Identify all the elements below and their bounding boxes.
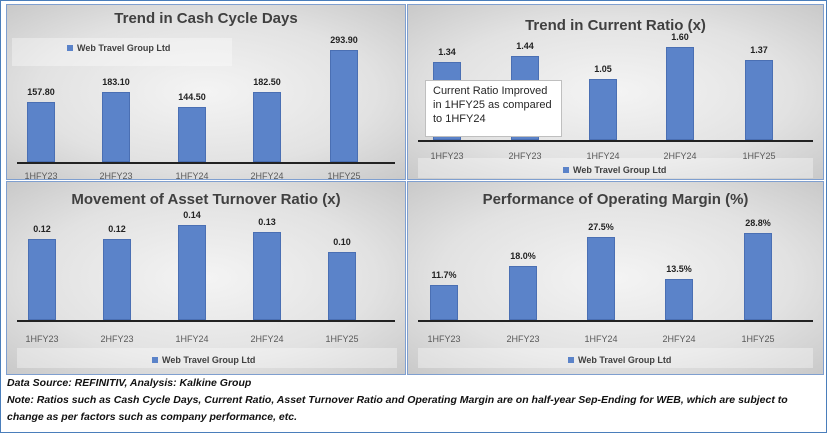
data-label: 0.13 — [258, 216, 276, 227]
data-label: 183.10 — [102, 77, 130, 88]
bar-1hfy24 — [178, 106, 206, 162]
data-label: 18.0% — [510, 250, 536, 261]
bar-1hfy25 — [330, 50, 358, 162]
data-label: 11.7% — [431, 269, 457, 280]
legend: Web Travel Group Ltd — [568, 355, 671, 365]
bar-2hfy23 — [509, 265, 537, 320]
legend-background — [17, 348, 397, 368]
bar-2hfy23 — [102, 92, 130, 162]
legend-swatch — [563, 167, 569, 173]
data-label: 27.5% — [588, 221, 614, 232]
data-label: 1.60 — [671, 32, 689, 42]
x-tick-label: 2HFY24 — [250, 334, 284, 344]
x-tick-label: 1HFY25 — [327, 171, 361, 181]
legend-label: Web Travel Group Ltd — [578, 355, 672, 365]
x-tick-label: 2HFY23 — [508, 151, 542, 161]
data-source: Data Source: REFINITIV, Analysis: Kalkin… — [7, 377, 252, 389]
x-tick-label: 1HFY24 — [584, 334, 618, 344]
data-label: 1.34 — [438, 47, 456, 58]
x-tick-label: 1HFY23 — [25, 334, 59, 344]
bar-1hfy25 — [328, 252, 356, 320]
data-label: 0.10 — [333, 237, 351, 248]
legend-label: Web Travel Group Ltd — [162, 355, 256, 365]
bar-2hfy24 — [253, 231, 281, 320]
x-tick-label: 1HFY25 — [741, 334, 775, 344]
bar-1hfy24 — [589, 78, 617, 140]
note-line-2: change as per factors such as company pe… — [7, 411, 298, 423]
x-tick-label: 1HFY25 — [742, 151, 776, 161]
legend: Web Travel Group Ltd — [67, 43, 170, 53]
data-label: 182.50 — [253, 77, 281, 88]
x-tick-label: 2HFY24 — [663, 151, 697, 161]
data-label: 1.44 — [516, 41, 534, 52]
x-tick-label: 2HFY23 — [100, 334, 134, 344]
x-tick-label: 1HFY25 — [325, 334, 359, 344]
x-tick-label: 2HFY23 — [99, 171, 133, 181]
bar-1hfy25 — [744, 233, 772, 320]
x-tick-label: 1HFY23 — [430, 151, 464, 161]
data-label: 0.12 — [33, 223, 51, 234]
x-tick-label: 1HFY24 — [586, 151, 620, 161]
x-tick-label: 1HFY23 — [427, 334, 461, 344]
bar-2hfy24 — [253, 92, 281, 162]
bar-1hfy23 — [28, 238, 56, 320]
data-label: 1.05 — [594, 63, 612, 74]
x-tick-label: 1HFY23 — [24, 171, 58, 181]
legend-label: Web Travel Group Ltd — [77, 43, 171, 53]
current-ratio-chart: Trend in Current Ratio (x) Web Travel Gro… — [407, 4, 824, 180]
legend-background — [418, 158, 813, 178]
x-axis — [418, 320, 813, 322]
chart-title: Movement of Asset Turnover Ratio (x) — [71, 191, 341, 208]
bar-1hfy24 — [587, 236, 615, 320]
legend-background — [418, 348, 813, 368]
legend: Web Travel Group Ltd — [152, 355, 255, 365]
bar-1hfy23 — [430, 284, 458, 320]
data-label: 0.14 — [183, 210, 201, 220]
chart-title: Performance of Operating Margin (%) — [482, 191, 749, 208]
legend: Web Travel Group Ltd — [563, 165, 666, 175]
x-tick-label: 2HFY23 — [506, 334, 540, 344]
x-axis — [17, 162, 395, 164]
data-label: 28.8% — [745, 218, 771, 228]
x-tick-label: 1HFY24 — [175, 334, 209, 344]
legend-label: Web Travel Group Ltd — [573, 165, 667, 175]
bar-2hfy24 — [666, 47, 694, 140]
operating-margin-chart: Performance of Operating Margin (%) Web T… — [407, 181, 824, 375]
legend-swatch — [568, 357, 574, 363]
note-line-1: Note: Ratios such as Cash Cycle Days, Cu… — [7, 394, 788, 406]
legend-swatch — [67, 45, 73, 51]
chart-title: Trend in Current Ratio (x) — [525, 17, 706, 34]
x-axis — [418, 140, 813, 142]
bar-2hfy24 — [665, 279, 693, 320]
data-label: 293.90 — [330, 35, 358, 45]
bar-2hfy23 — [103, 238, 131, 320]
x-tick-label: 2HFY24 — [250, 171, 284, 181]
chart-title: Trend in Cash Cycle Days — [114, 10, 298, 27]
cash-cycle-chart: Trend in Cash Cycle Days Web Travel Group… — [6, 4, 406, 181]
data-label: 13.5% — [666, 264, 692, 275]
data-label: 157.80 — [27, 86, 55, 97]
x-tick-label: 2HFY24 — [662, 334, 696, 344]
annotation-box: Current Ratio Improved in 1HFY25 as comp… — [425, 80, 562, 137]
data-label: 1.37 — [750, 45, 768, 56]
legend-background — [12, 38, 232, 66]
asset-turnover-chart: Movement of Asset Turnover Ratio (x) Web … — [6, 181, 406, 375]
data-label: 0.12 — [108, 223, 126, 234]
bar-1hfy24 — [178, 225, 206, 320]
data-label: 144.50 — [178, 91, 206, 102]
bar-1hfy23 — [27, 101, 55, 162]
bar-1hfy25 — [745, 60, 773, 140]
x-tick-label: 1HFY24 — [175, 171, 209, 181]
x-axis — [17, 320, 395, 322]
legend-swatch — [152, 357, 158, 363]
